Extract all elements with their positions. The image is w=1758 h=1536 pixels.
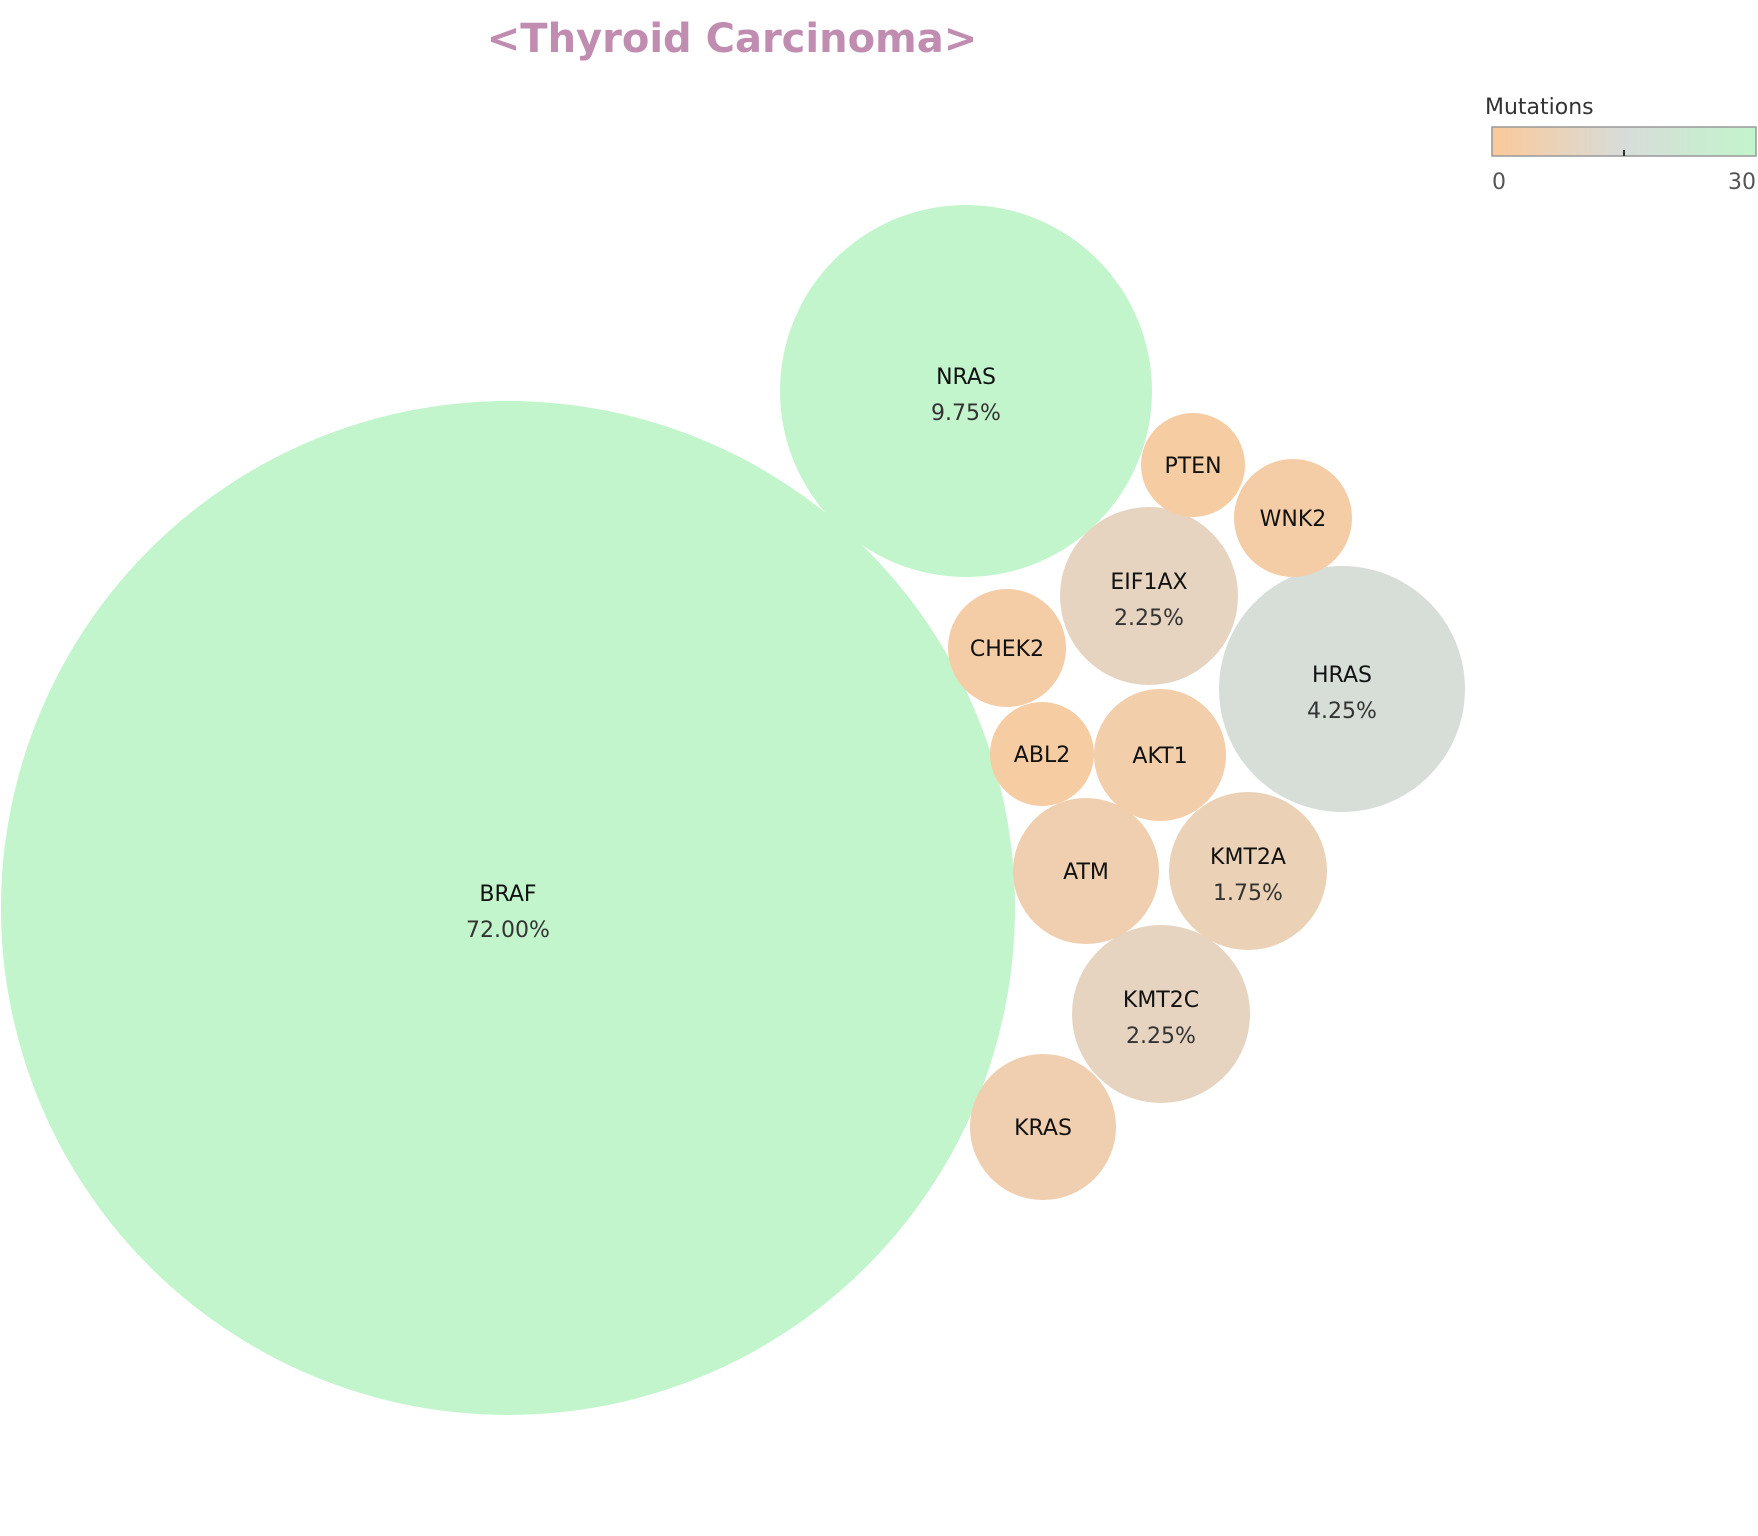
bubble-gene-label: KMT2C <box>1123 988 1199 1013</box>
bubble-kmt2c: KMT2C 2.25% <box>1072 925 1250 1103</box>
bubble-circle <box>1219 566 1465 812</box>
legend-title: Mutations <box>1485 95 1594 120</box>
bubble-circle <box>1013 798 1159 944</box>
bubble-gene-label: EIF1AX <box>1110 570 1187 595</box>
bubble-percent-label: 72.00% <box>466 918 550 943</box>
bubble-gene-label: CHEK2 <box>970 637 1044 662</box>
bubble-percent-label: 2.25% <box>1114 606 1184 631</box>
bubble-gene-label: BRAF <box>479 882 536 907</box>
bubble-circle <box>1072 925 1250 1103</box>
bubble-percent-label: 2.25% <box>1126 1024 1196 1049</box>
bubble-circle <box>970 1054 1116 1200</box>
bubble-circle <box>1141 413 1245 517</box>
legend-max-label: 30 <box>1728 170 1756 195</box>
bubble-wnk2: WNK2 <box>1234 459 1352 577</box>
bubble-abl2: ABL2 <box>990 702 1094 806</box>
bubble-percent-label: 9.75% <box>931 401 1001 426</box>
bubble-braf: BRAF 72.00% <box>1 401 1015 1415</box>
bubble-circle <box>1 401 1015 1415</box>
bubble-gene-label: ATM <box>1063 860 1109 885</box>
bubble-circle <box>948 589 1066 707</box>
bubble-eif1ax: EIF1AX 2.25% <box>1060 507 1238 685</box>
bubble-gene-label: HRAS <box>1312 663 1372 688</box>
bubble-atm: ATM <box>1013 798 1159 944</box>
bubble-gene-label: AKT1 <box>1132 744 1187 769</box>
bubble-gene-label: KMT2A <box>1210 845 1286 870</box>
bubble-circle <box>990 702 1094 806</box>
bubble-gene-label: KRAS <box>1014 1116 1072 1141</box>
bubble-pten: PTEN <box>1141 413 1245 517</box>
bubble-circle <box>1060 507 1238 685</box>
bubble-circle <box>780 205 1152 577</box>
bubble-gene-label: NRAS <box>936 365 996 390</box>
bubbles-group: BRAF72.00%NRAS9.75%HRAS4.25%EIF1AX2.25%K… <box>1 205 1465 1415</box>
bubble-kmt2a: KMT2A 1.75% <box>1169 792 1327 950</box>
chart-title: <Thyroid Carcinoma> <box>487 16 977 62</box>
bubble-kras: KRAS <box>970 1054 1116 1200</box>
legend-min-label: 0 <box>1492 170 1506 195</box>
bubble-akt1: AKT1 <box>1094 689 1226 821</box>
bubble-circle <box>1169 792 1327 950</box>
bubble-nras: NRAS 9.75% <box>780 205 1152 577</box>
bubble-percent-label: 1.75% <box>1213 881 1283 906</box>
bubble-hras: HRAS 4.25% <box>1219 566 1465 812</box>
colorbar-legend: Mutations 0 30 <box>1485 95 1757 195</box>
bubble-circle <box>1234 459 1352 577</box>
bubble-gene-label: ABL2 <box>1014 743 1070 768</box>
bubble-percent-label: 4.25% <box>1307 699 1377 724</box>
bubble-gene-label: PTEN <box>1164 454 1221 479</box>
bubble-chek2: CHEK2 <box>948 589 1066 707</box>
bubble-circle <box>1094 689 1226 821</box>
bubble-gene-label: WNK2 <box>1260 507 1327 532</box>
